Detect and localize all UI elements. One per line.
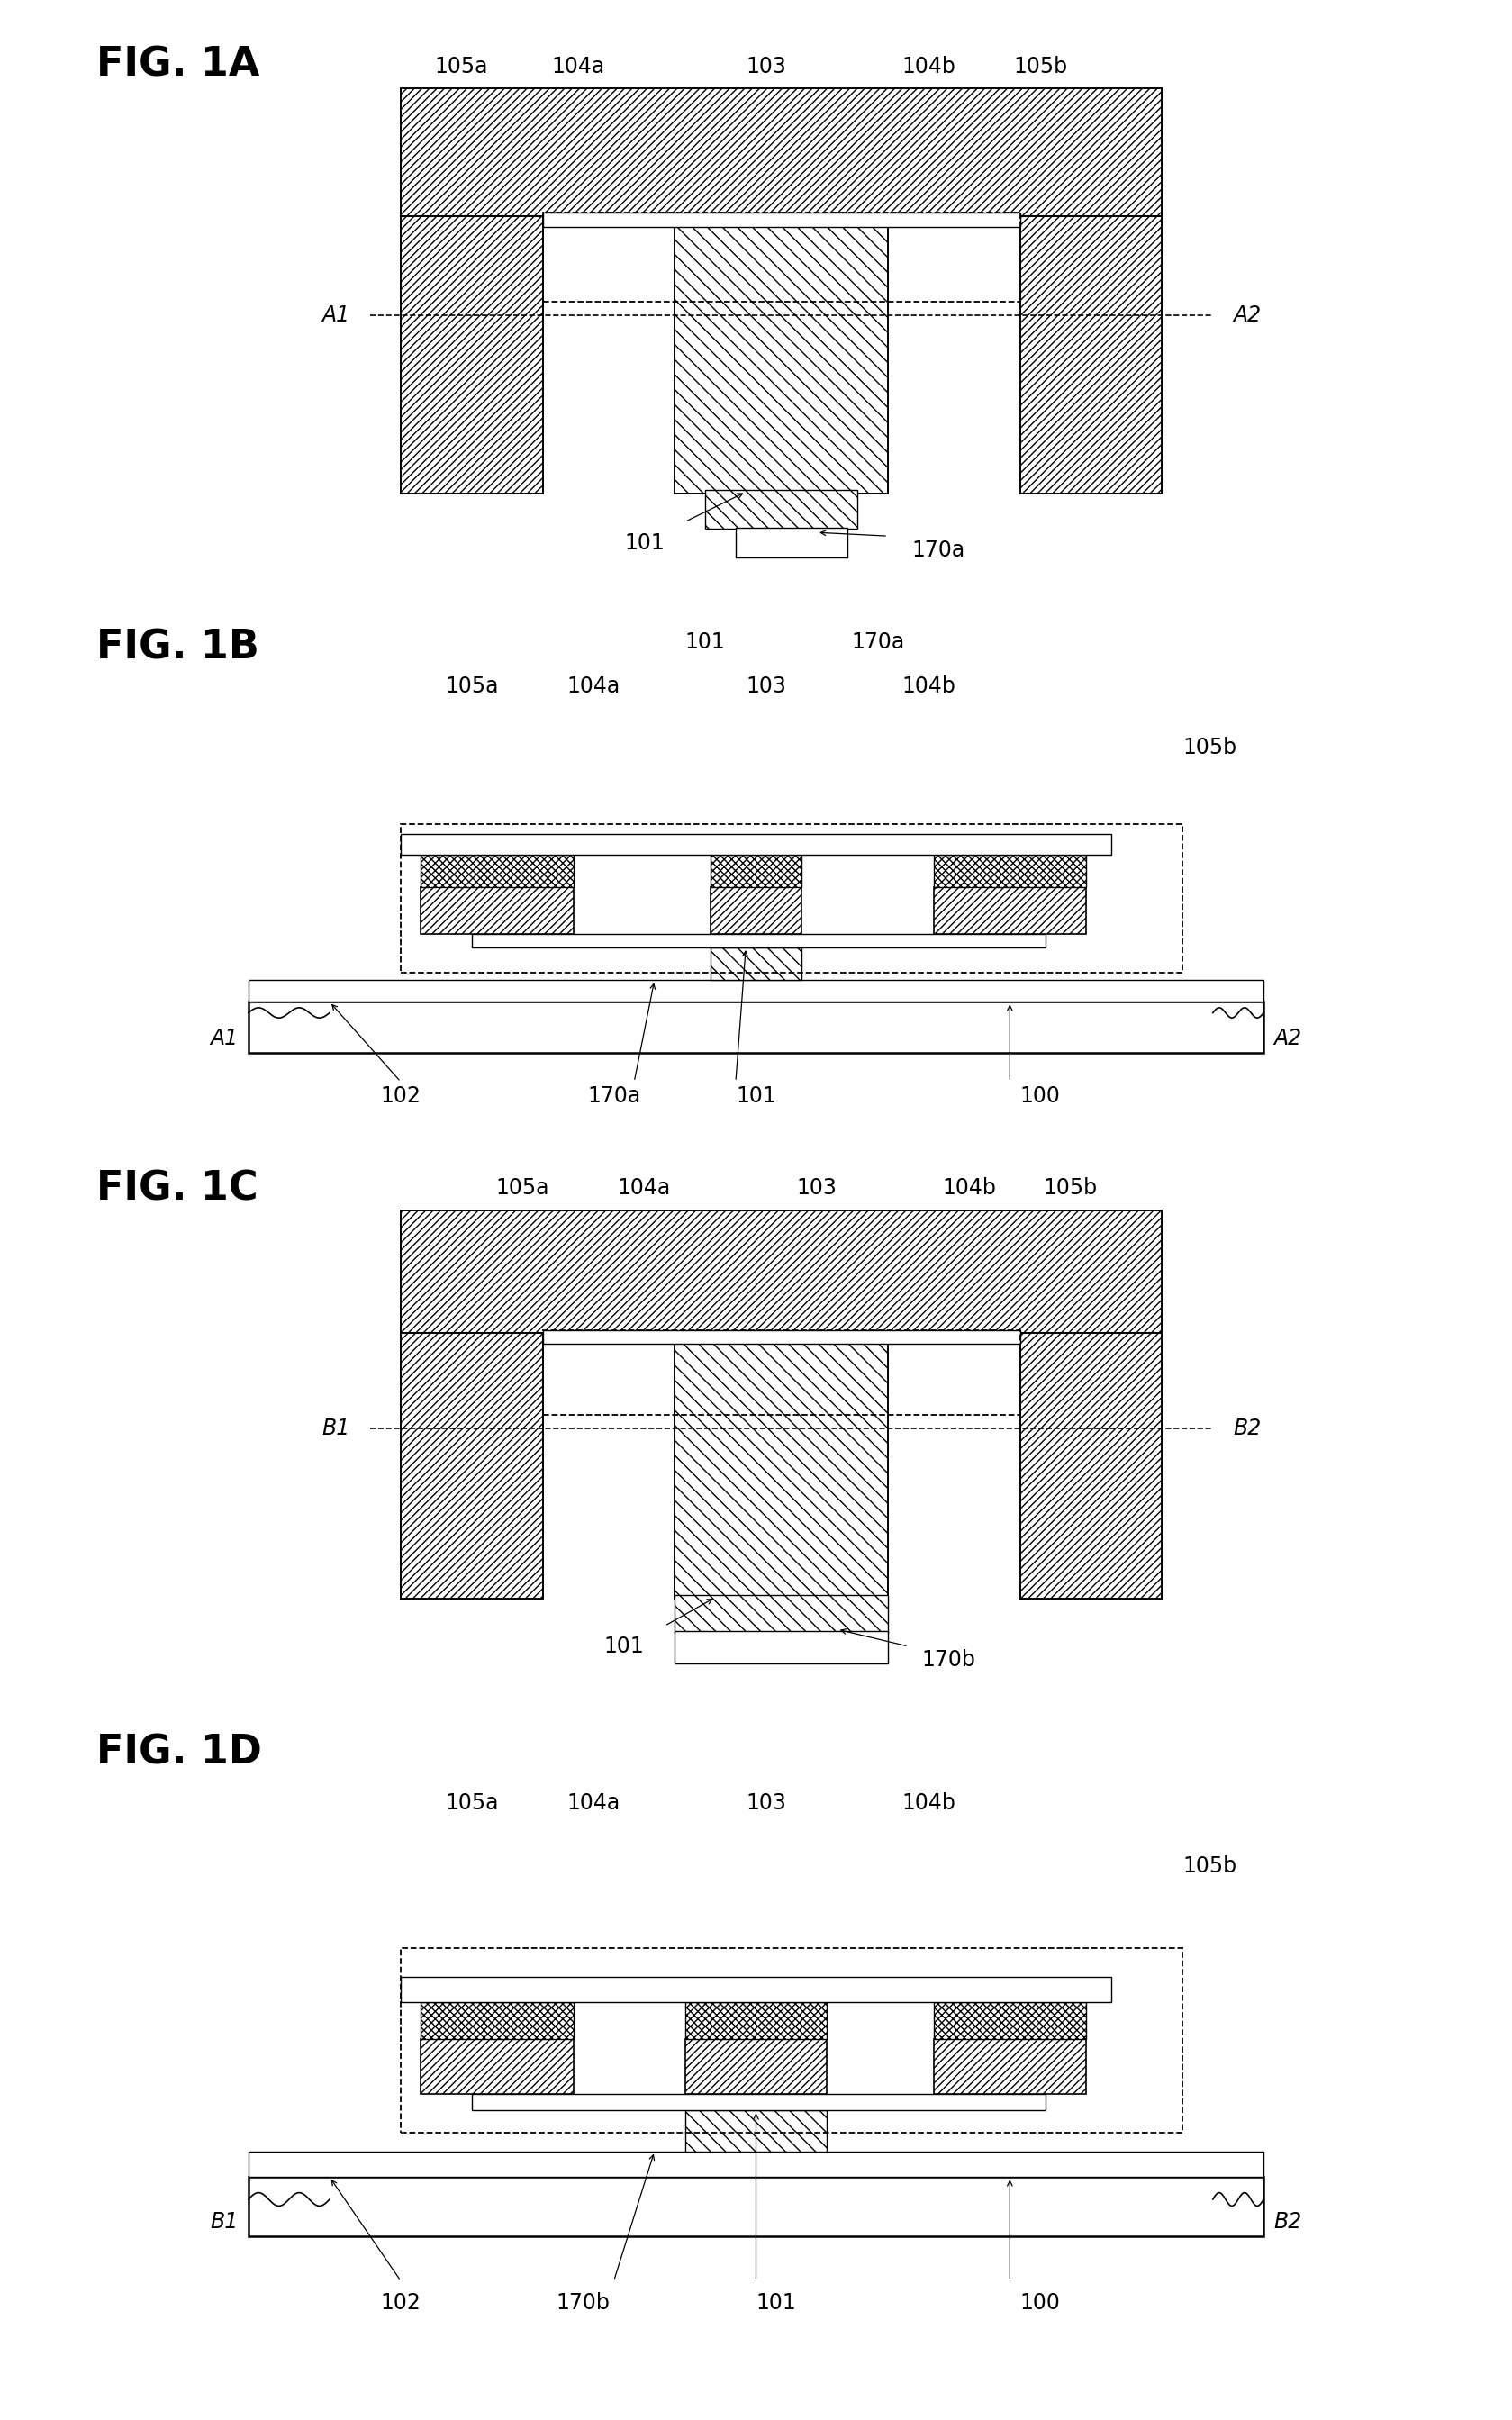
- Text: 170b: 170b: [556, 2292, 611, 2314]
- Text: 101: 101: [756, 2292, 797, 2314]
- Text: FIG. 1D: FIG. 1D: [97, 1733, 262, 1771]
- Bar: [685, 2038, 827, 2093]
- Bar: [401, 823, 1182, 973]
- Text: 170a: 170a: [587, 1087, 641, 1106]
- Bar: [685, 2001, 827, 2038]
- Text: 104a: 104a: [617, 1176, 671, 1198]
- Text: B2: B2: [1273, 2212, 1302, 2231]
- Text: FIG. 1C: FIG. 1C: [97, 1169, 259, 1208]
- Text: 100: 100: [1021, 2292, 1060, 2314]
- Bar: [543, 213, 1021, 302]
- Text: 103: 103: [745, 675, 786, 697]
- Text: B2: B2: [1234, 1418, 1261, 1440]
- Bar: [401, 1210, 1163, 1333]
- Bar: [736, 528, 847, 557]
- Text: 104b: 104b: [901, 56, 956, 77]
- Text: 104b: 104b: [901, 675, 956, 697]
- Bar: [674, 1595, 888, 1634]
- Bar: [401, 1333, 543, 1600]
- Bar: [420, 2038, 573, 2093]
- Text: 105a: 105a: [445, 1793, 499, 1815]
- Bar: [248, 980, 1264, 1002]
- Text: B1: B1: [210, 2212, 239, 2231]
- Bar: [934, 854, 1086, 888]
- Text: B1: B1: [322, 1418, 349, 1440]
- Text: 103: 103: [745, 1793, 786, 1815]
- Bar: [674, 1333, 888, 1600]
- Text: 170a: 170a: [851, 632, 904, 653]
- Bar: [248, 2151, 1264, 2178]
- Bar: [934, 2001, 1086, 2038]
- Bar: [401, 1977, 1111, 2001]
- Bar: [711, 946, 801, 980]
- Bar: [1021, 1333, 1163, 1600]
- Text: 102: 102: [381, 1087, 420, 1106]
- Bar: [543, 213, 1021, 227]
- Bar: [674, 215, 888, 494]
- Text: 105a: 105a: [445, 675, 499, 697]
- Text: 104a: 104a: [567, 1793, 620, 1815]
- Text: 101: 101: [603, 1636, 644, 1658]
- Bar: [472, 2093, 1045, 2110]
- Bar: [401, 1948, 1182, 2132]
- Text: 102: 102: [381, 2292, 420, 2314]
- Text: 103: 103: [745, 56, 786, 77]
- Text: 105b: 105b: [1182, 738, 1237, 757]
- Bar: [934, 888, 1086, 934]
- Text: A1: A1: [322, 305, 349, 327]
- Bar: [420, 888, 573, 934]
- Text: 105b: 105b: [1043, 1176, 1098, 1198]
- Text: 105b: 105b: [1182, 1856, 1237, 1878]
- Bar: [705, 489, 857, 530]
- Text: 101: 101: [685, 632, 726, 653]
- Bar: [401, 215, 543, 494]
- Text: 101: 101: [736, 1087, 776, 1106]
- Text: A2: A2: [1273, 1028, 1302, 1048]
- Text: 100: 100: [1021, 1087, 1060, 1106]
- Text: 170a: 170a: [912, 540, 966, 561]
- Bar: [711, 888, 801, 934]
- Bar: [420, 854, 573, 888]
- Bar: [711, 854, 801, 888]
- Text: 104a: 104a: [567, 675, 620, 697]
- Bar: [248, 2178, 1264, 2236]
- Text: 103: 103: [797, 1176, 838, 1198]
- Text: FIG. 1B: FIG. 1B: [97, 627, 259, 668]
- Bar: [1021, 215, 1163, 494]
- Text: 104b: 104b: [942, 1176, 996, 1198]
- Text: FIG. 1A: FIG. 1A: [97, 46, 260, 85]
- Bar: [543, 1331, 1021, 1343]
- Text: 105a: 105a: [496, 1176, 549, 1198]
- Bar: [685, 2110, 827, 2151]
- Bar: [248, 1002, 1264, 1053]
- Bar: [543, 1331, 1021, 1416]
- Text: 104a: 104a: [552, 56, 605, 77]
- Bar: [934, 2038, 1086, 2093]
- Text: 105a: 105a: [435, 56, 488, 77]
- Bar: [472, 934, 1045, 946]
- Text: A2: A2: [1234, 305, 1261, 327]
- Text: A1: A1: [210, 1028, 239, 1048]
- Bar: [401, 87, 1163, 215]
- Bar: [401, 835, 1111, 854]
- Text: 104b: 104b: [901, 1793, 956, 1815]
- Bar: [420, 2001, 573, 2038]
- Text: 101: 101: [624, 532, 664, 554]
- Text: 105b: 105b: [1013, 56, 1067, 77]
- Text: 170b: 170b: [922, 1648, 975, 1670]
- Bar: [674, 1631, 888, 1663]
